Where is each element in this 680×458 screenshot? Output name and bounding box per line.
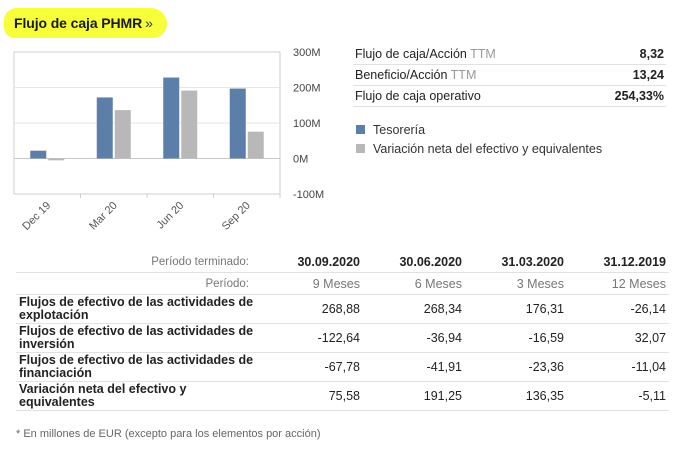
legend-item-tesoreria: Tesorería bbox=[353, 120, 602, 139]
date-cell: 31.03.2020 bbox=[465, 251, 567, 273]
period-cell: 6 Meses bbox=[363, 272, 465, 295]
period-cell: 12 Meses bbox=[567, 272, 669, 295]
y-tick-label: 200M bbox=[293, 83, 321, 95]
y-tick-label: -100M bbox=[293, 189, 324, 201]
metric-value: 254,33% bbox=[581, 85, 666, 107]
row-label: Flujos de efectivo de las actividades de… bbox=[16, 294, 261, 324]
period-end-row: Período terminado: 30.09.2020 30.06.2020… bbox=[16, 251, 669, 273]
date-cell: 30.09.2020 bbox=[261, 251, 363, 273]
value-cell: 176,31 bbox=[465, 294, 567, 324]
bar bbox=[96, 97, 113, 159]
value-cell: 136,35 bbox=[465, 381, 567, 411]
legend-label: Variación neta del efectivo y equivalent… bbox=[373, 141, 603, 156]
value-cell: 268,34 bbox=[363, 294, 465, 324]
y-tick-label: 300M bbox=[293, 47, 321, 59]
footnote: * En millones de EUR (excepto para los e… bbox=[16, 428, 321, 440]
y-tick-label: 100M bbox=[293, 118, 321, 130]
value-cell: 268,88 bbox=[261, 294, 363, 324]
value-cell: -23,36 bbox=[465, 352, 567, 382]
metric-label: Flujo de caja/Acción TTM bbox=[353, 44, 582, 65]
x-tick-label: Mar 20 bbox=[87, 200, 120, 233]
value-cell: 191,25 bbox=[363, 381, 465, 411]
title-highlight: Flujo de caja PHMR» bbox=[4, 8, 167, 38]
row-label: Flujos de efectivo de las actividades de… bbox=[16, 352, 261, 382]
page-title: Flujo de caja PHMR bbox=[14, 15, 143, 31]
metric-value: 13,24 bbox=[581, 64, 666, 86]
table-row: Variación neta del efectivo y equivalent… bbox=[16, 381, 669, 411]
value-cell: -67,78 bbox=[261, 352, 363, 382]
table-row: Flujos de efectivo de las actividades de… bbox=[16, 352, 669, 382]
period-cell: 9 Meses bbox=[261, 272, 363, 295]
metric-row: Flujo de caja operativo 254,33% bbox=[353, 85, 666, 107]
x-tick-label: Dec 19 bbox=[20, 200, 53, 233]
ttm-tag: TTM bbox=[470, 47, 496, 61]
period-label: Período: bbox=[16, 272, 261, 295]
metric-row: Beneficio/Acción TTM 13,24 bbox=[353, 64, 666, 86]
y-tick-label: 0M bbox=[293, 154, 308, 166]
value-cell: 32,07 bbox=[567, 323, 669, 353]
date-cell: 30.06.2020 bbox=[363, 251, 465, 273]
page-title-link[interactable]: Flujo de caja PHMR» bbox=[14, 15, 153, 31]
legend-item-variacion: Variación neta del efectivo y equivalent… bbox=[353, 139, 602, 158]
bar bbox=[229, 88, 246, 159]
period-end-label: Período terminado: bbox=[16, 251, 261, 273]
metric-label: Beneficio/Acción TTM bbox=[353, 64, 582, 86]
value-cell: -122,64 bbox=[261, 323, 363, 353]
metric-row: Flujo de caja/Acción TTM 8,32 bbox=[353, 44, 666, 65]
bar bbox=[181, 90, 198, 159]
value-cell: -11,04 bbox=[567, 352, 669, 382]
row-label: Variación neta del efectivo y equivalent… bbox=[16, 381, 261, 411]
legend-label: Tesorería bbox=[373, 122, 426, 137]
value-cell: -5,11 bbox=[567, 381, 669, 411]
value-cell: 75,58 bbox=[261, 381, 363, 411]
legend-swatch bbox=[356, 144, 365, 153]
period-row: Período: 9 Meses 6 Meses 3 Meses 12 Mese… bbox=[16, 272, 669, 295]
bar bbox=[247, 131, 264, 159]
table-row: Flujos de efectivo de las actividades de… bbox=[16, 323, 669, 353]
raquo-icon: » bbox=[145, 15, 153, 31]
chart-legend: Tesorería Variación neta del efectivo y … bbox=[353, 120, 602, 158]
row-label: Flujos de efectivo de las actividades de… bbox=[16, 323, 261, 353]
cashflow-bar-chart: 300M 200M 100M 0M -100M Dec 19 Mar 20 Jun 20 Sep… bbox=[13, 47, 324, 233]
bar bbox=[114, 110, 131, 159]
bar bbox=[48, 158, 65, 161]
cashflow-table: Período terminado: 30.09.2020 30.06.2020… bbox=[16, 251, 669, 411]
metrics-table: Flujo de caja/Acción TTM 8,32 Beneficio/… bbox=[353, 44, 666, 107]
period-cell: 3 Meses bbox=[465, 272, 567, 295]
bar bbox=[30, 150, 47, 159]
table-row: Flujos de efectivo de las actividades de… bbox=[16, 294, 669, 324]
value-cell: -36,94 bbox=[363, 323, 465, 353]
value-cell: -16,59 bbox=[465, 323, 567, 353]
metric-value: 8,32 bbox=[581, 44, 666, 65]
x-tick-label: Jun 20 bbox=[155, 200, 187, 232]
value-cell: -41,91 bbox=[363, 352, 465, 382]
legend-swatch bbox=[356, 125, 365, 134]
x-tick-label: Sep 20 bbox=[220, 200, 253, 233]
date-cell: 31.12.2019 bbox=[567, 251, 669, 273]
ttm-tag: TTM bbox=[450, 68, 477, 82]
metric-label: Flujo de caja operativo bbox=[353, 85, 582, 107]
value-cell: -26,14 bbox=[567, 294, 669, 324]
bar bbox=[163, 77, 180, 159]
